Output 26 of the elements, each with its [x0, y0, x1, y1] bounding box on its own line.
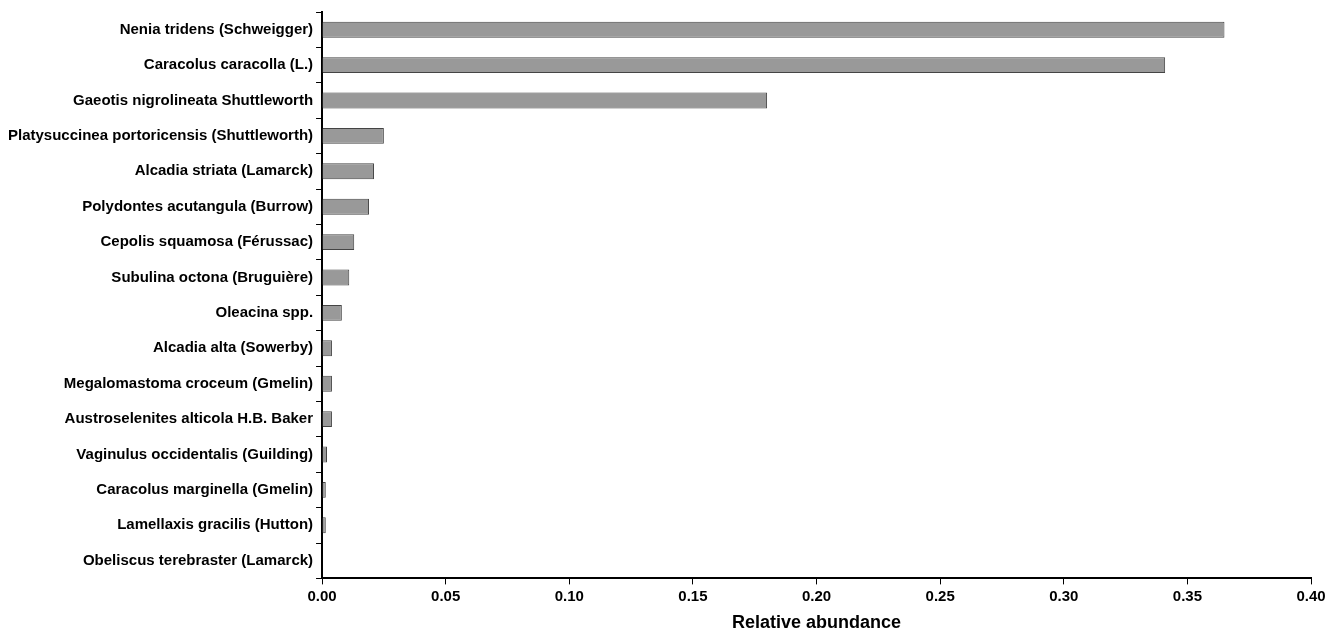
- x-tick-label: 0.40: [1296, 586, 1326, 604]
- y-tick-label: Lamellaxis gracilis (Hutton): [117, 515, 314, 533]
- y-tick-label: Austroselenites alticola H.B. Baker: [64, 409, 314, 427]
- x-tick-label: 0.35: [1172, 586, 1202, 604]
- y-tick-label: Gaeotis nigrolineata Shuttleworth: [73, 90, 314, 108]
- y-tick-label: Megalomastoma croceum (Gmelin): [63, 373, 314, 391]
- y-tick-label: Vaginulus occidentalis (Guilding): [76, 444, 314, 462]
- y-tick-label: Cepolis squamosa (Férussac): [100, 232, 314, 250]
- x-tick-label: 0.20: [801, 586, 832, 604]
- y-tick-label: Nenia tridens (Schweigger): [119, 19, 314, 37]
- y-tick-label: Alcadia striata (Lamarck): [134, 161, 314, 179]
- x-tick-label: 0.25: [925, 586, 955, 604]
- x-tick-label: 0.05: [431, 586, 461, 604]
- y-tick-label: Obeliscus terebraster (Lamarck): [82, 550, 314, 568]
- y-tick-label: Polydontes acutangula (Burrow): [82, 196, 314, 214]
- x-tick-label: 0.30: [1049, 586, 1079, 604]
- x-axis-title: Relative abundance: [732, 612, 902, 633]
- y-tick-label: Caracolus marginella (Gmelin): [96, 480, 314, 498]
- x-tick-label: 0.00: [307, 586, 337, 604]
- y-tick-label: Oleacina spp.: [215, 303, 314, 321]
- y-tick-label: Alcadia alta (Sowerby): [153, 338, 314, 356]
- x-tick-label: 0.15: [678, 586, 708, 604]
- y-tick-label: Platysuccinea portoricensis (Shuttleworth): [8, 126, 314, 144]
- x-tick-label: 0.10: [554, 586, 584, 604]
- y-tick-label: Subulina octona (Bruguière): [111, 267, 314, 285]
- y-tick-label: Caracolus caracolla (L.): [143, 55, 314, 73]
